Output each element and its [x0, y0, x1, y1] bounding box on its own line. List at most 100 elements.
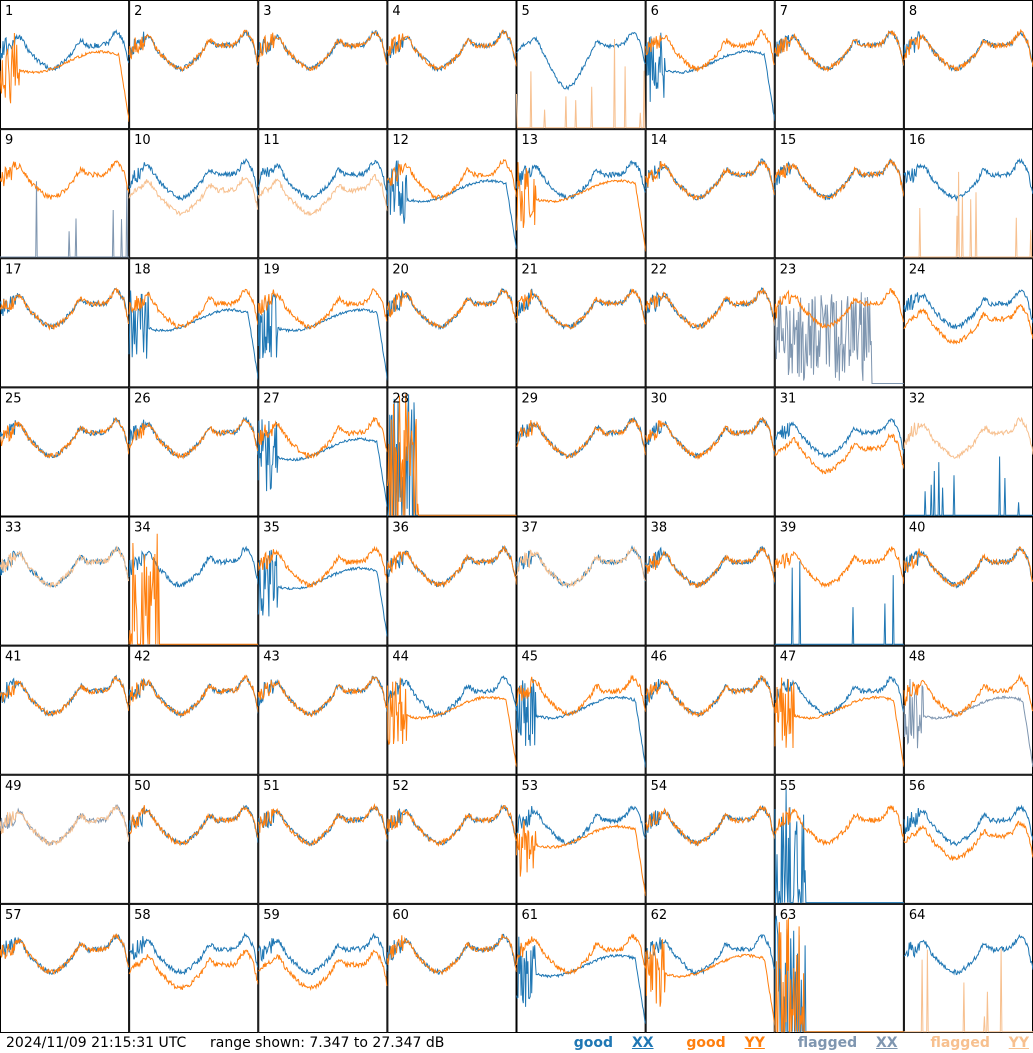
- tile-63: 63: [774, 903, 904, 1033]
- legend-pol: XX: [631, 1035, 654, 1051]
- tile-49: 49: [0, 774, 130, 904]
- tile-number: 28: [392, 391, 409, 406]
- tile-number: 16: [909, 133, 926, 148]
- tile-frame: [903, 516, 1033, 646]
- tile-frame: [903, 645, 1033, 775]
- series-yy-line: [903, 673, 1033, 718]
- tile-number: 23: [780, 262, 797, 277]
- tile-4: 4: [386, 0, 517, 130]
- tile-8: 8: [903, 0, 1033, 130]
- series-yy-line: [0, 287, 130, 331]
- series-yy-line: [0, 675, 130, 717]
- tile-2: 2: [128, 0, 259, 130]
- series-xx-line: [516, 31, 646, 91]
- tile-frame: [645, 0, 775, 130]
- series-yy-line: [774, 158, 905, 201]
- series-xx-line: [903, 804, 1033, 847]
- tile-frame: [516, 0, 646, 130]
- tile-number: 63: [780, 908, 797, 923]
- series-xx-line: [645, 933, 776, 977]
- tile-frame: [129, 903, 259, 1033]
- series-yy-line: [257, 288, 388, 330]
- tile-51: 51: [257, 774, 388, 904]
- tile-frame: [516, 258, 646, 388]
- tile-frame: [903, 0, 1033, 130]
- tile-frame: [645, 903, 775, 1033]
- tile-number: 15: [780, 133, 797, 148]
- tile-58: 58: [128, 903, 259, 1033]
- tile-frame: [387, 645, 517, 775]
- series-yy-line: [386, 677, 517, 767]
- tile-frame: [645, 645, 775, 775]
- legend-good-xx: good XX: [560, 1035, 659, 1051]
- tile-frame: [0, 645, 130, 775]
- tile-number: 41: [5, 650, 22, 665]
- tile-frame: [129, 645, 259, 775]
- tile-number: 57: [5, 908, 22, 923]
- series-yy-line: [645, 674, 776, 718]
- tile-33: 33: [0, 516, 130, 646]
- tile-number: 30: [651, 391, 668, 406]
- series-xx-line: [257, 675, 388, 717]
- series-yy-line: [516, 38, 646, 129]
- series-yy-line: [257, 31, 388, 72]
- tile-frame: [645, 258, 775, 388]
- tile-frame: [645, 774, 775, 904]
- series-yy-line: [774, 804, 905, 847]
- series-yy-line: [386, 805, 517, 847]
- tile-frame: [774, 387, 904, 517]
- series-xx-line: [0, 181, 130, 258]
- tile-number: 2: [134, 4, 142, 19]
- timestamp: 2024/11/09 21:15:31 UTC: [6, 1035, 187, 1051]
- tile-number: 50: [134, 779, 151, 794]
- tile-16: 16: [903, 129, 1033, 259]
- tile-31: 31: [774, 387, 905, 517]
- tile-frame: [774, 774, 904, 904]
- tile-number: 8: [909, 4, 917, 19]
- series-xx-line: [128, 545, 259, 588]
- tile-35: 35: [257, 516, 388, 646]
- tile-24: 24: [903, 258, 1033, 388]
- tile-frame: [516, 387, 646, 517]
- legend-good-yy: good YY: [672, 1035, 769, 1051]
- series-xx-line: [0, 29, 130, 72]
- series-yy-line: [0, 32, 130, 122]
- footer-bar: 2024/11/09 21:15:31 UTC range shown: 7.3…: [0, 1033, 1033, 1053]
- tile-frame: [129, 258, 259, 388]
- tile-39: 39: [774, 516, 905, 646]
- tile-frame: [258, 903, 388, 1033]
- tile-number: 58: [134, 908, 151, 923]
- tile-7: 7: [774, 0, 905, 130]
- tile-26: 26: [128, 387, 259, 517]
- series-xx-line: [0, 933, 130, 976]
- tile-number: 47: [780, 650, 797, 665]
- tile-number: 49: [5, 779, 22, 794]
- series-xx-line: [128, 158, 259, 202]
- series-yy-line: [903, 546, 1033, 588]
- tile-48: 48: [903, 645, 1033, 775]
- tile-number: 18: [134, 262, 151, 277]
- series-yy-line: [645, 805, 776, 847]
- tile-frame: [0, 516, 130, 646]
- tile-43: 43: [257, 645, 388, 775]
- series-yy-line: [257, 545, 388, 588]
- tile-number: 4: [392, 4, 400, 19]
- tile-number: 9: [5, 133, 13, 148]
- tile-number: 39: [780, 521, 797, 536]
- tile-number: 32: [909, 391, 926, 406]
- series-xx-line: [774, 561, 904, 645]
- legend-pol: YY: [744, 1035, 765, 1051]
- tile-frame: [0, 129, 130, 259]
- tile-12: 12: [386, 129, 517, 259]
- series-yy-line: [903, 948, 1033, 1033]
- series-xx-line: [903, 456, 1033, 516]
- series-yy-line: [257, 174, 388, 216]
- tile-frame: [258, 258, 388, 388]
- tile-56: 56: [903, 774, 1033, 904]
- series-yy-line: [128, 176, 259, 217]
- series-yy-line: [0, 933, 130, 975]
- tile-number: 36: [392, 521, 409, 536]
- series-yy-line: [128, 288, 259, 330]
- series-yy-line: [903, 28, 1033, 72]
